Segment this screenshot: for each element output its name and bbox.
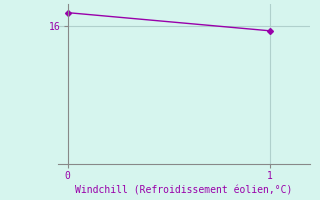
X-axis label: Windchill (Refroidissement éolien,°C): Windchill (Refroidissement éolien,°C) [75,185,293,195]
